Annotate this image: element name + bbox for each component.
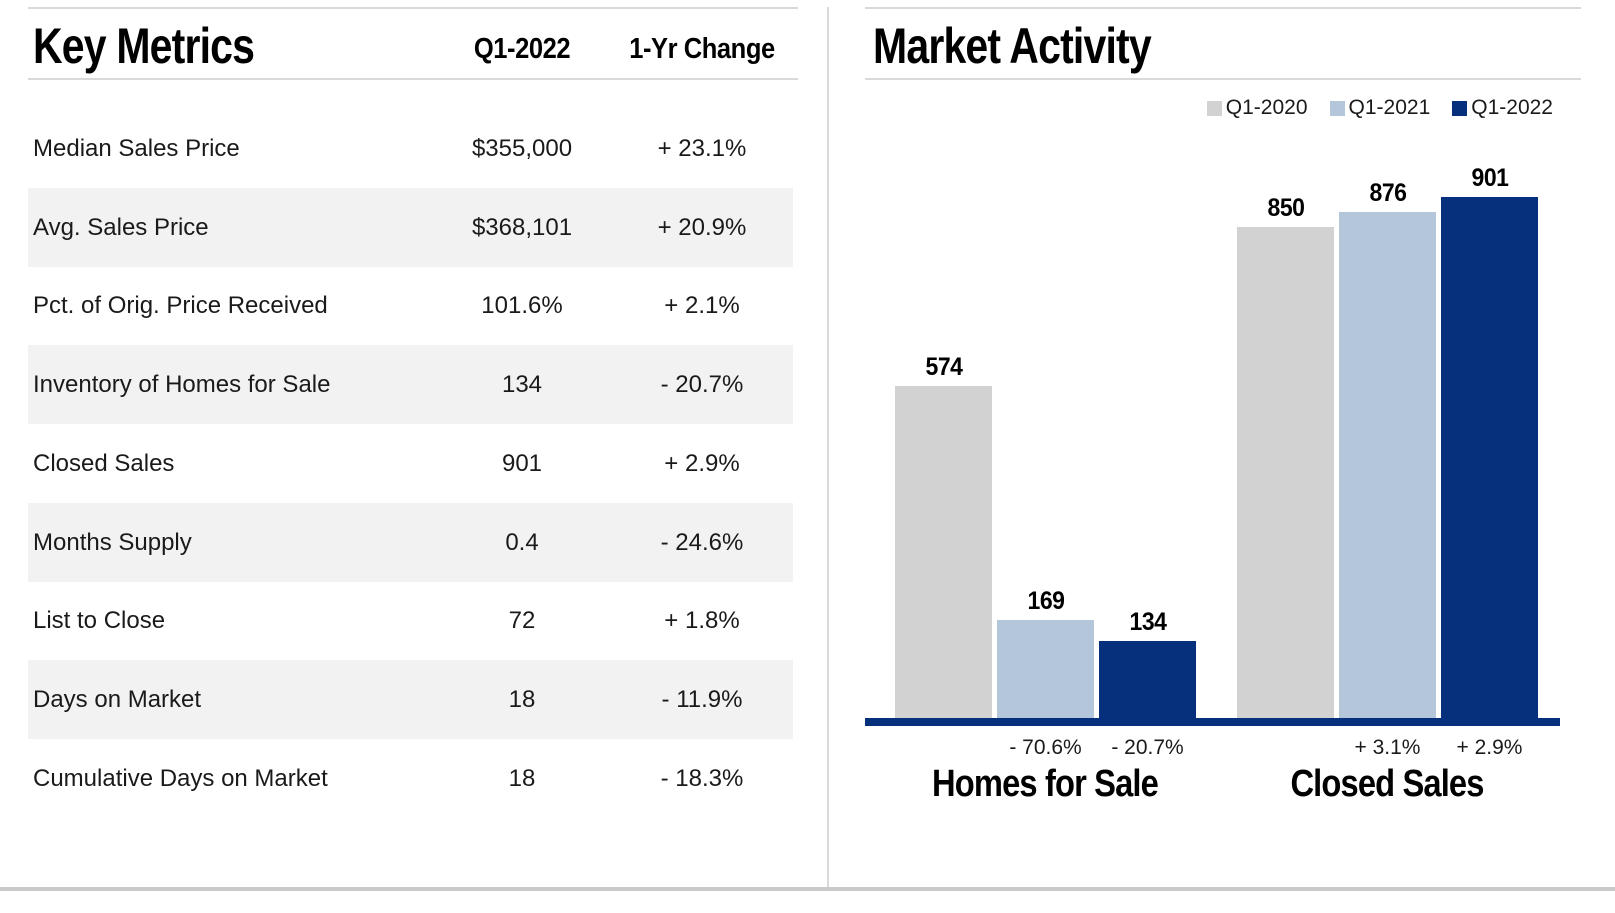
legend-swatch-q1-2022 xyxy=(1452,100,1468,116)
bar-q1-2022-closed-sales xyxy=(1441,197,1538,718)
metric-value: 18 xyxy=(508,764,536,792)
bar-value-label: 134 xyxy=(1128,608,1167,636)
bar-value-label: 850 xyxy=(1266,194,1305,222)
table-row: List to Close 72 + 1.8% xyxy=(28,581,793,660)
bar-q1-2021-closed-sales xyxy=(1339,212,1436,718)
left-panel-header-rule xyxy=(28,78,798,80)
metric-change: - 20.7% xyxy=(660,371,744,399)
key-metrics-title: Key Metrics xyxy=(33,18,255,74)
legend-label-q1-2022: Q1-2022 xyxy=(1471,96,1553,119)
metric-change: - 24.6% xyxy=(660,528,744,556)
metric-value: 134 xyxy=(501,371,543,399)
table-row: Pct. of Orig. Price Received 101.6% + 2.1% xyxy=(28,266,793,345)
right-panel-header-rule xyxy=(865,78,1581,80)
metric-label: List to Close xyxy=(33,607,166,635)
metric-change: + 2.1% xyxy=(664,292,740,320)
bar-value-label: 574 xyxy=(924,353,963,381)
column-header-q1-2022: Q1-2022 xyxy=(473,33,571,65)
table-row: Cumulative Days on Market 18 - 18.3% xyxy=(28,739,793,818)
chart-legend: Q1-2020 Q1-2021 Q1-2022 xyxy=(1206,96,1553,120)
metric-change: - 11.9% xyxy=(661,685,743,713)
category-label-closed-sales: Closed Sales xyxy=(1290,763,1484,805)
bar-q1-2022-homes-for-sale xyxy=(1099,641,1196,718)
legend-item-q1-2020: Q1-2020 xyxy=(1206,96,1308,120)
bar-change-label: + 2.9% xyxy=(1456,736,1523,759)
bar-q1-2020-closed-sales xyxy=(1237,227,1334,718)
panel-divider-line xyxy=(827,7,829,887)
metric-label: Pct. of Orig. Price Received xyxy=(33,292,328,320)
metric-value: $355,000 xyxy=(471,135,573,162)
table-row: Days on Market 18 - 11.9% xyxy=(28,659,793,739)
metric-label: Days on Market xyxy=(33,685,202,713)
category-label-homes-for-sale: Homes for Sale xyxy=(932,763,1159,805)
metric-change: + 2.9% xyxy=(664,449,740,477)
table-row: Median Sales Price $355,000 + 23.1% xyxy=(28,109,793,188)
metric-value: $368,101 xyxy=(471,213,573,241)
bar-q1-2021-homes-for-sale xyxy=(997,620,1094,718)
metric-label: Inventory of Homes for Sale xyxy=(33,371,331,399)
column-header-1yr-change: 1-Yr Change xyxy=(629,33,775,65)
table-row: Inventory of Homes for Sale 134 - 20.7% xyxy=(28,345,793,425)
metric-change: - 18.3% xyxy=(660,764,744,792)
legend-item-q1-2021: Q1-2021 xyxy=(1329,96,1431,120)
bar-change-label: + 3.1% xyxy=(1354,736,1421,759)
legend-item-q1-2022: Q1-2022 xyxy=(1452,96,1553,120)
table-row: Closed Sales 901 + 2.9% xyxy=(28,424,793,503)
page-bottom-rule xyxy=(0,887,1615,891)
legend-swatch-q1-2021 xyxy=(1329,100,1345,116)
market-activity-chart: 574 169 - 70.6% 134 - 20.7% Homes for Sale 850… xyxy=(865,0,1560,913)
metric-label: Closed Sales xyxy=(33,449,175,477)
bar-value-label: 876 xyxy=(1368,179,1407,207)
bar-value-label: 169 xyxy=(1026,587,1065,615)
metric-label: Avg. Sales Price xyxy=(33,213,209,241)
metric-value: 18 xyxy=(508,685,536,713)
bar-q1-2020-homes-for-sale xyxy=(895,386,992,718)
table-row: Months Supply 0.4 - 24.6% xyxy=(28,502,793,582)
metric-value: 0.4 xyxy=(505,528,539,556)
metric-value: 72 xyxy=(508,607,536,635)
x-axis-baseline xyxy=(865,718,1560,726)
bar-change-label: - 70.6% xyxy=(1009,736,1082,759)
metric-label: Months Supply xyxy=(33,528,192,556)
metric-change: + 23.1% xyxy=(657,135,747,162)
legend-label-q1-2020: Q1-2020 xyxy=(1225,96,1308,119)
market-activity-title: Market Activity xyxy=(873,18,1152,74)
metric-change: + 20.9% xyxy=(657,213,747,241)
metric-change: + 1.8% xyxy=(664,607,740,635)
bar-value-label: 901 xyxy=(1470,164,1509,192)
metric-label: Median Sales Price xyxy=(33,135,240,162)
metric-label: Cumulative Days on Market xyxy=(33,764,328,792)
bar-change-label: - 20.7% xyxy=(1111,736,1184,759)
metric-value: 901 xyxy=(501,449,543,477)
right-panel-top-rule xyxy=(865,7,1581,9)
metric-value: 101.6% xyxy=(481,292,563,320)
legend-swatch-q1-2020 xyxy=(1206,100,1222,116)
legend-label-q1-2021: Q1-2021 xyxy=(1348,96,1431,119)
left-panel-top-rule xyxy=(28,7,798,9)
table-row: Avg. Sales Price $368,101 + 20.9% xyxy=(28,187,793,267)
